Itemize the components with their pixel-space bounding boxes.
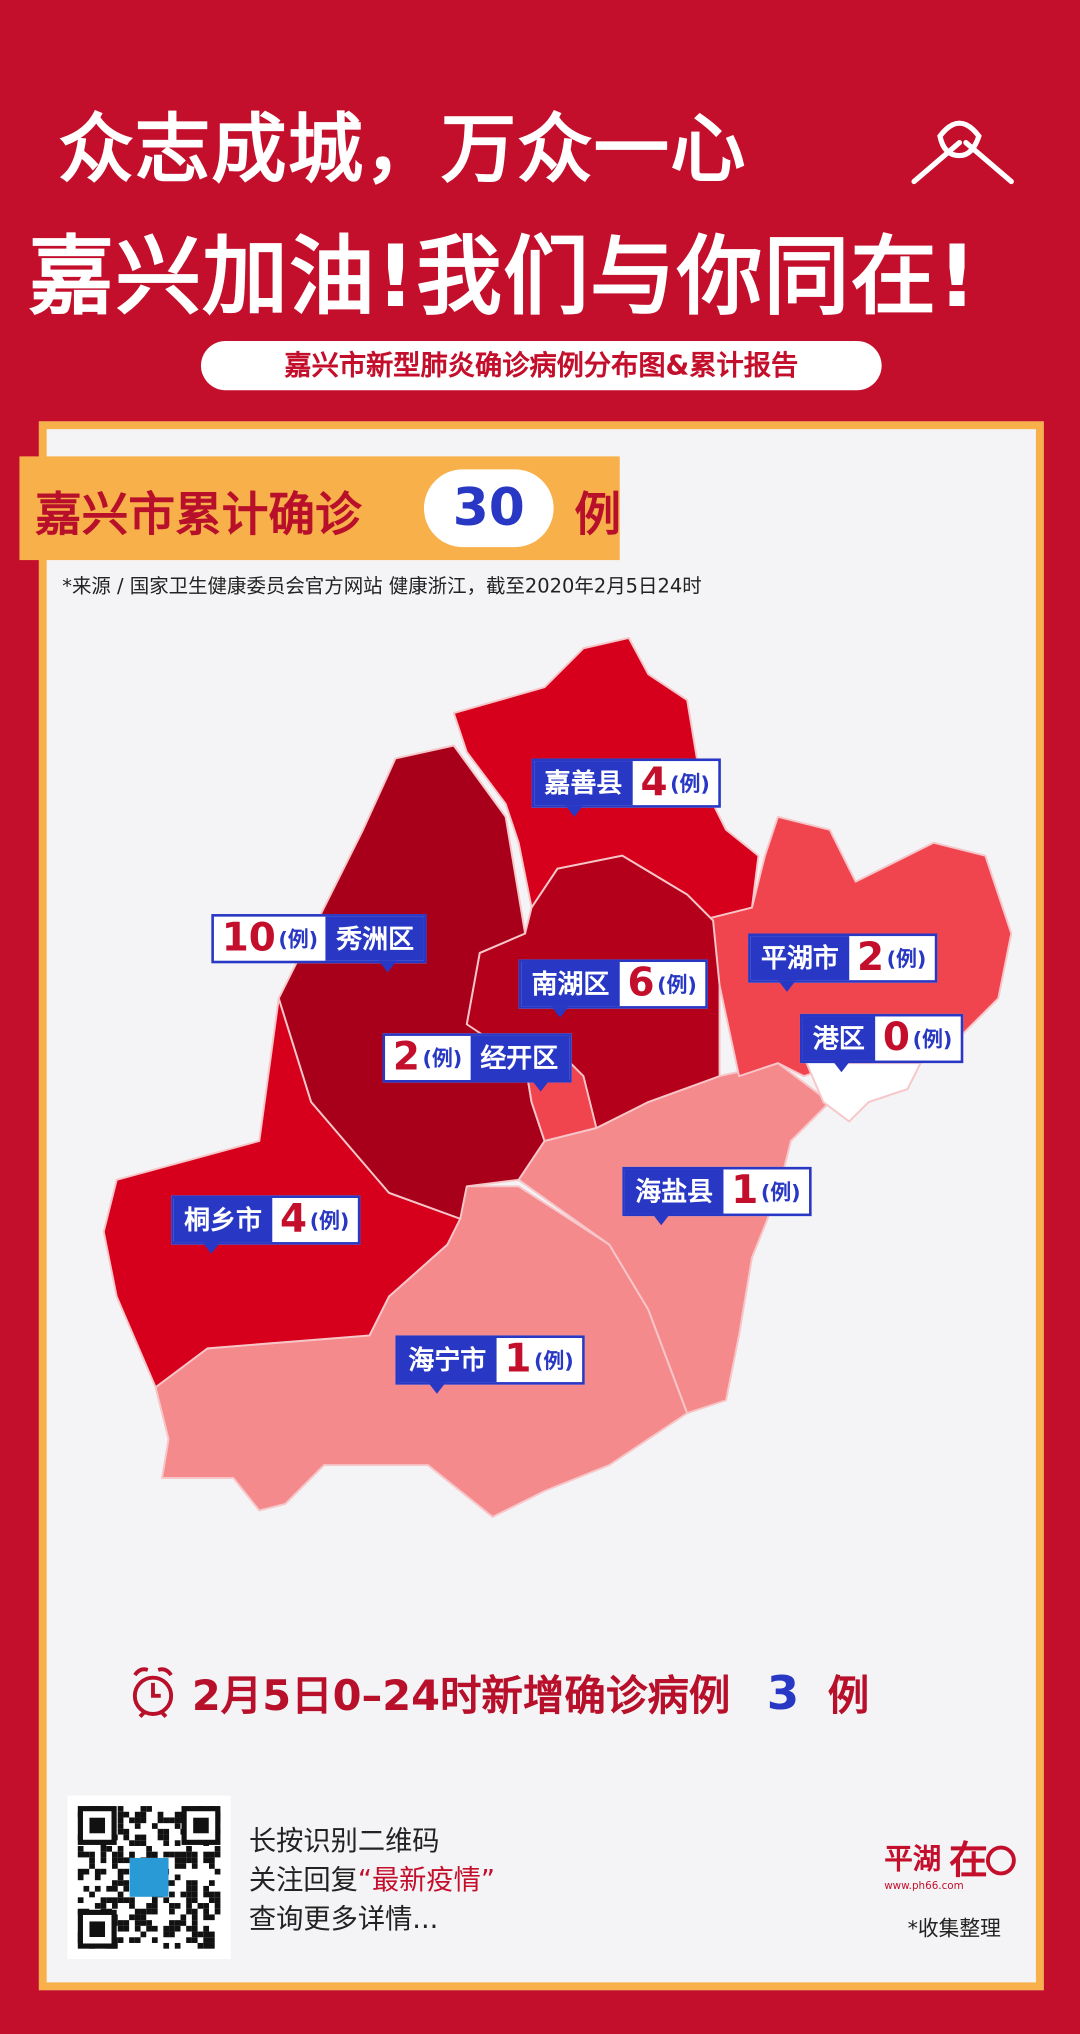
unit: (例) (534, 1348, 574, 1374)
label-jiashan: 嘉善县 4 (例) (531, 758, 721, 808)
total-label: 嘉兴市累计确诊 (35, 488, 362, 542)
region-count: 1 (504, 1336, 532, 1383)
unit: (例) (278, 927, 319, 952)
region-name: 港区 (802, 1016, 876, 1061)
region-name: 海盐县 (624, 1169, 724, 1214)
region-xiuzhou (277, 744, 546, 1220)
svg-text:www.ph66.com: www.ph66.com (884, 1880, 964, 1892)
region-name: 海宁市 (398, 1338, 497, 1383)
callout-tail (378, 960, 397, 973)
region-count: 1 (731, 1168, 759, 1214)
total-count: 30 (423, 469, 554, 548)
region-name: 平湖市 (750, 936, 850, 981)
unit: (例) (422, 1046, 463, 1071)
region-name: 嘉善县 (534, 761, 633, 806)
region-count: 4 (640, 759, 668, 806)
callout-tail (202, 1242, 221, 1254)
callout-tail (777, 980, 797, 992)
qr-code[interactable] (67, 1795, 231, 1960)
svg-text:在: 在 (949, 1837, 988, 1883)
region-gangqu (802, 1055, 922, 1123)
region-name: 经开区 (470, 1035, 569, 1081)
callout-tail (832, 1060, 851, 1073)
label-nanhu: 南湖区 6 (例) (518, 959, 708, 1009)
source-note: *来源 / 国家卫生健康委员会官方网站 健康浙江，截至2020年2月5日24时 (62, 574, 702, 598)
qr-instruction-prefix: 关注回复 (248, 1864, 358, 1896)
pinghu-online-logo: 平湖 在 www.ph66.com (882, 1822, 1018, 1902)
label-tongxiang: 桐乡市 4 (例) (171, 1195, 360, 1245)
callout-tail (531, 1080, 550, 1092)
label-jingkai: 2 (例) 经开区 (382, 1033, 572, 1083)
qr-instruction-2: 关注回复“最新疫情” (249, 1859, 495, 1898)
qr-code-image (77, 1806, 221, 1949)
callout-tail (551, 1006, 570, 1018)
unit: (例) (886, 946, 927, 972)
qr-keyword: “最新疫情” (357, 1864, 495, 1896)
alarm-clock-icon (132, 1667, 174, 1718)
region-name: 桐乡市 (173, 1197, 273, 1243)
total-unit: 例 (574, 488, 622, 542)
subtitle-pill: 嘉兴市新型肺炎确诊病例分布图&累计报告 (200, 340, 882, 391)
headline-line1: 众志成城，万众一心 (58, 105, 747, 194)
label-haining: 海宁市 1 (例) (395, 1335, 585, 1385)
new-cases-label: 2月5日0–24时新增确诊病例 (191, 1671, 731, 1721)
unit: (例) (912, 1026, 953, 1052)
region-count: 0 (882, 1015, 910, 1061)
label-haiyan: 海盐县 1 (例) (622, 1166, 811, 1217)
unit: (例) (670, 771, 710, 797)
callout-tail (565, 805, 584, 817)
label-gangqu: 港区 0 (例) (799, 1013, 963, 1064)
new-cases-count: 3 (766, 1666, 800, 1720)
label-xiuzhou: 10 (例) 秀洲区 (211, 914, 428, 964)
total-banner: 嘉兴市累计确诊 30 例 (19, 456, 622, 561)
region-count: 2 (856, 934, 885, 981)
unit: (例) (309, 1208, 350, 1233)
qr-instruction-1: 长按识别二维码 (248, 1825, 440, 1857)
qr-instruction-3: 查询更多详情... (248, 1903, 439, 1935)
handshake-icon (911, 120, 1014, 185)
logo-mark: 平湖 在 www.ph66.com (884, 1837, 1016, 1892)
unit: (例) (657, 972, 697, 998)
svg-text:平湖: 平湖 (884, 1841, 941, 1875)
label-pinghu: 平湖市 2 (例) (748, 933, 937, 983)
callout-tail (652, 1213, 671, 1226)
callout-tail (427, 1382, 447, 1394)
region-count: 10 (221, 915, 276, 961)
region-name: 南湖区 (521, 962, 620, 1007)
region-name: 秀洲区 (325, 916, 425, 961)
new-cases-line: 2月5日0–24时新增确诊病例 3 例 (130, 1663, 870, 1723)
headline-line2: 嘉兴加油!我们与你同在! (28, 226, 978, 327)
region-count: 2 (392, 1034, 420, 1081)
new-cases-unit: 例 (827, 1671, 870, 1721)
region-count: 4 (280, 1196, 308, 1243)
collect-note: *收集整理 (907, 1916, 1001, 1941)
unit: (例) (760, 1179, 801, 1205)
region-count: 6 (627, 960, 655, 1007)
